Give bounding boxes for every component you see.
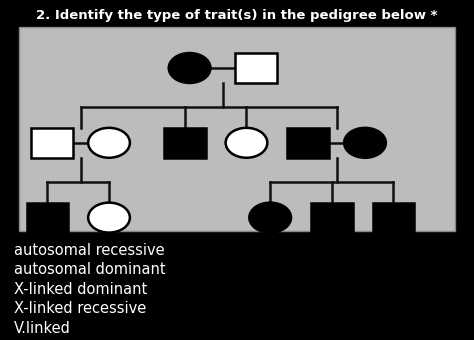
Bar [164,128,206,158]
Bar [235,53,277,83]
Circle shape [88,203,130,233]
Bar [31,128,73,158]
Bar [373,203,414,233]
Circle shape [169,53,210,83]
Circle shape [88,128,130,158]
Circle shape [344,128,386,158]
Bar [311,203,353,233]
Circle shape [249,203,291,233]
Circle shape [226,128,267,158]
Bar [27,203,68,233]
Text: X-linked dominant: X-linked dominant [14,282,147,297]
Text: V.linked: V.linked [14,321,71,336]
Bar [19,27,455,231]
Bar [287,128,329,158]
Text: autosomal dominant: autosomal dominant [14,262,166,277]
Text: 2. Identify the type of trait(s) in the pedigree below *: 2. Identify the type of trait(s) in the … [36,8,438,21]
Text: autosomal recessive: autosomal recessive [14,243,165,258]
Text: X-linked recessive: X-linked recessive [14,301,146,316]
